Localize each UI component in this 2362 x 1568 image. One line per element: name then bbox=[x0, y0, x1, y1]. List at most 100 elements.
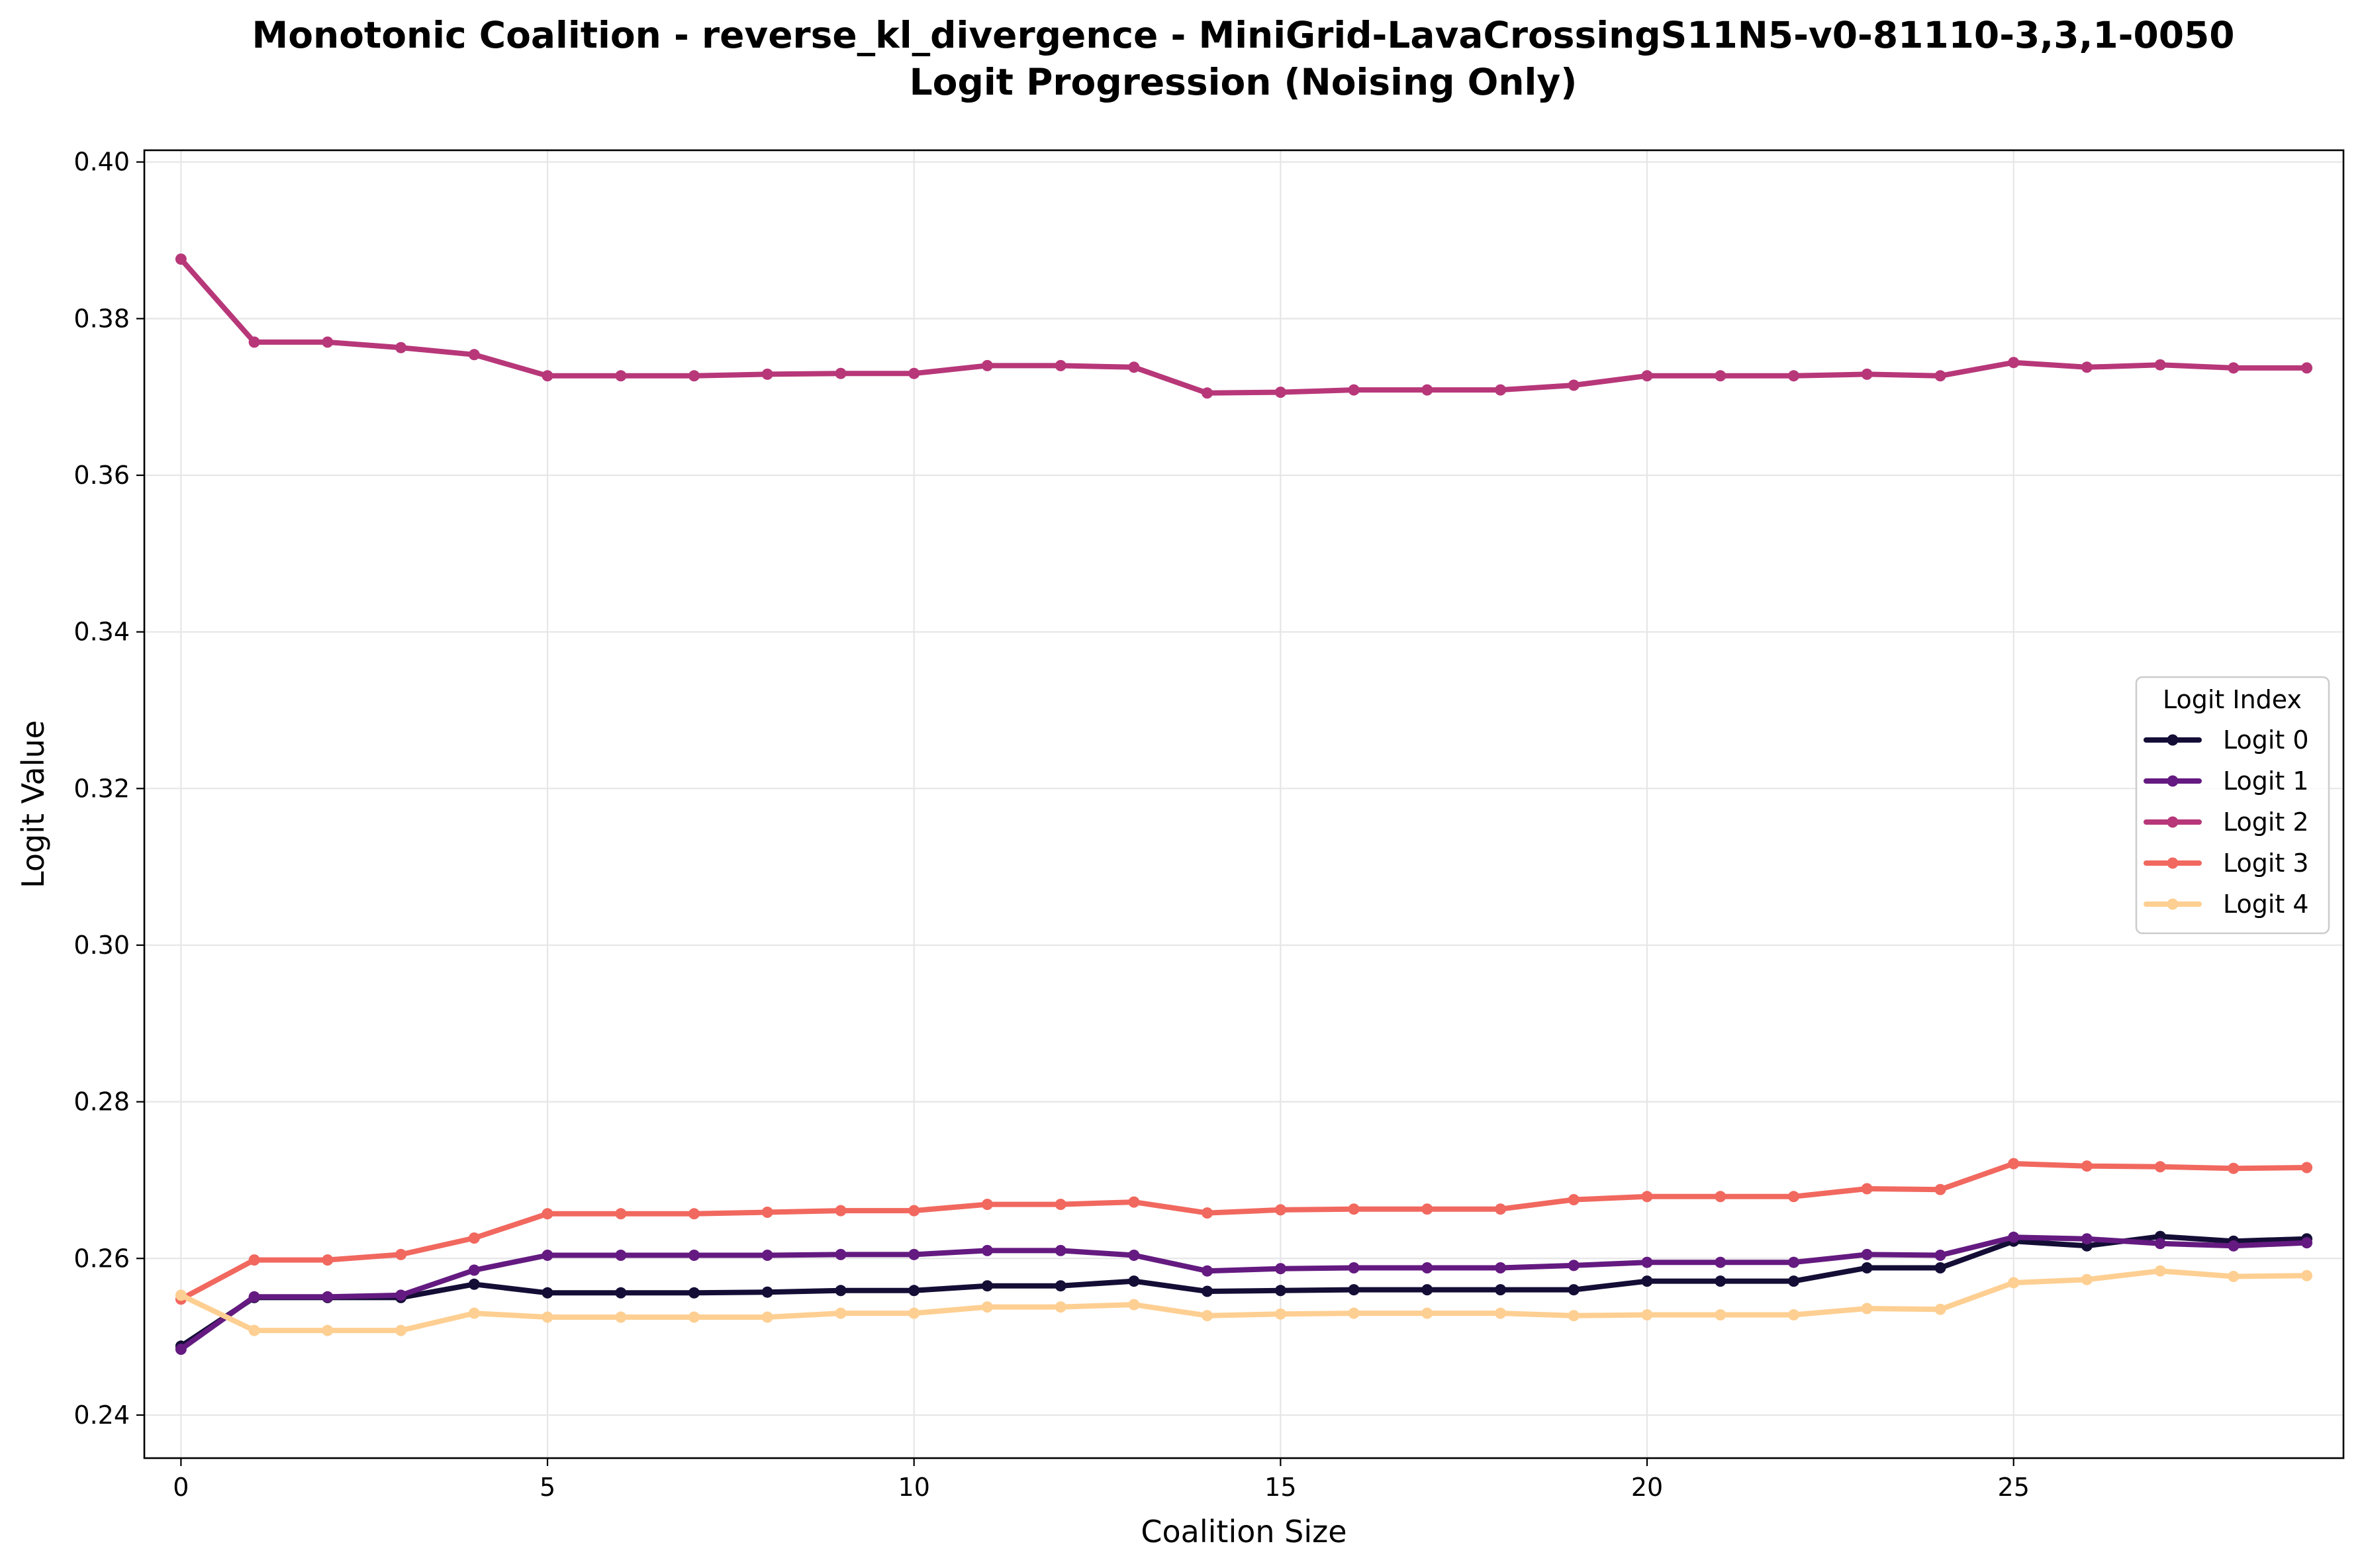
data-point bbox=[542, 370, 553, 382]
data-point bbox=[1934, 1250, 1946, 1261]
data-point bbox=[468, 1307, 480, 1319]
data-point bbox=[1128, 1275, 1140, 1287]
x-tick-label: 20 bbox=[1631, 1473, 1663, 1502]
legend-item-logit-3: Logit 3 bbox=[2144, 849, 2309, 878]
data-point bbox=[835, 1307, 847, 1319]
data-point bbox=[761, 1250, 773, 1261]
data-point bbox=[468, 1278, 480, 1290]
data-point bbox=[1568, 1260, 1580, 1271]
data-point bbox=[1274, 1204, 1286, 1216]
data-point bbox=[1202, 1207, 1213, 1219]
data-point bbox=[688, 370, 700, 382]
data-point bbox=[2154, 359, 2166, 371]
legend-title: Logit Index bbox=[2163, 685, 2302, 714]
data-point bbox=[1715, 1191, 1726, 1203]
data-point bbox=[542, 1250, 553, 1261]
chart-title-line1: Monotonic Coalition - reverse_kl_diverge… bbox=[252, 14, 2234, 56]
y-tick-label: 0.30 bbox=[73, 931, 130, 960]
data-point bbox=[1055, 359, 1066, 371]
data-point bbox=[2301, 1162, 2313, 1174]
data-point bbox=[1495, 384, 1507, 396]
data-point bbox=[688, 1250, 700, 1261]
y-axis-label: Logit Value bbox=[15, 720, 51, 888]
data-point bbox=[908, 1307, 920, 1319]
legend-item-logit-1: Logit 1 bbox=[2144, 766, 2309, 796]
legend-item-logit-0: Logit 0 bbox=[2144, 725, 2309, 755]
data-point bbox=[1568, 379, 1580, 391]
legend-label: Logit 1 bbox=[2223, 766, 2309, 796]
data-point bbox=[1274, 1285, 1286, 1297]
data-point bbox=[468, 1264, 480, 1276]
data-point bbox=[615, 1250, 627, 1261]
data-point bbox=[1788, 1275, 1799, 1287]
data-point bbox=[908, 1205, 920, 1217]
data-point bbox=[981, 1244, 993, 1256]
series-group bbox=[175, 254, 2313, 1355]
x-axis-ticks: 0 5 10 15 20 25 bbox=[173, 1458, 2030, 1502]
data-point bbox=[1641, 1256, 1653, 1268]
data-point bbox=[1274, 387, 1286, 398]
data-point bbox=[175, 254, 187, 265]
data-point bbox=[1348, 384, 1360, 396]
legend-marker bbox=[2167, 898, 2179, 910]
data-point bbox=[908, 367, 920, 379]
data-point bbox=[1788, 1191, 1799, 1203]
legend-marker bbox=[2167, 816, 2179, 828]
data-point bbox=[688, 1311, 700, 1323]
data-point bbox=[1934, 1183, 1946, 1195]
data-point bbox=[2008, 1158, 2020, 1170]
data-point bbox=[2301, 362, 2313, 374]
data-point bbox=[1055, 1280, 1066, 1292]
data-point bbox=[908, 1248, 920, 1260]
data-point bbox=[1715, 1309, 1726, 1320]
data-point bbox=[322, 1254, 334, 1266]
data-point bbox=[761, 1207, 773, 1218]
data-point bbox=[248, 1324, 260, 1336]
x-tick-label: 25 bbox=[1998, 1473, 2030, 1502]
y-axis-ticks: 0.24 0.26 0.28 0.30 0.32 0.34 0.36 0.38 0.40 bbox=[73, 148, 144, 1430]
data-point bbox=[248, 336, 260, 348]
data-point bbox=[2008, 357, 2020, 369]
data-point bbox=[1202, 387, 1213, 399]
data-point bbox=[1788, 1256, 1799, 1268]
data-point bbox=[468, 1232, 480, 1244]
chart-title-line2: Logit Progression (Noising Only) bbox=[910, 61, 1578, 103]
x-tick-label: 5 bbox=[540, 1473, 555, 1502]
series-line bbox=[178, 1234, 2310, 1349]
data-point bbox=[981, 1280, 993, 1292]
legend-label: Logit 0 bbox=[2223, 725, 2309, 755]
legend-marker bbox=[2167, 734, 2179, 746]
data-point bbox=[835, 367, 847, 379]
data-point bbox=[1128, 361, 1140, 373]
data-point bbox=[542, 1287, 553, 1299]
data-point bbox=[542, 1311, 553, 1323]
data-point bbox=[248, 1291, 260, 1303]
data-point bbox=[468, 349, 480, 361]
series-logit-1 bbox=[175, 1231, 2313, 1355]
data-point bbox=[1934, 1262, 1946, 1273]
data-point bbox=[2228, 362, 2240, 374]
y-tick-label: 0.28 bbox=[73, 1087, 130, 1117]
data-point bbox=[2228, 1162, 2240, 1174]
data-point bbox=[248, 1254, 260, 1266]
data-point bbox=[2081, 1160, 2093, 1172]
data-point bbox=[1861, 1183, 1873, 1195]
data-point bbox=[1055, 1244, 1066, 1256]
data-point bbox=[1274, 1308, 1286, 1320]
data-point bbox=[1641, 1275, 1653, 1287]
data-point bbox=[761, 1311, 773, 1323]
legend-label: Logit 4 bbox=[2223, 890, 2309, 919]
data-point bbox=[2228, 1271, 2240, 1282]
data-point bbox=[1715, 1256, 1726, 1268]
data-point bbox=[1861, 1262, 1873, 1273]
data-point bbox=[1348, 1262, 1360, 1273]
data-point bbox=[1128, 1250, 1140, 1261]
data-point bbox=[1934, 370, 1946, 382]
data-point bbox=[1348, 1284, 1360, 1296]
data-point bbox=[1421, 1262, 1433, 1273]
data-point bbox=[1128, 1196, 1140, 1208]
data-point bbox=[1348, 1203, 1360, 1215]
data-point bbox=[1348, 1307, 1360, 1319]
